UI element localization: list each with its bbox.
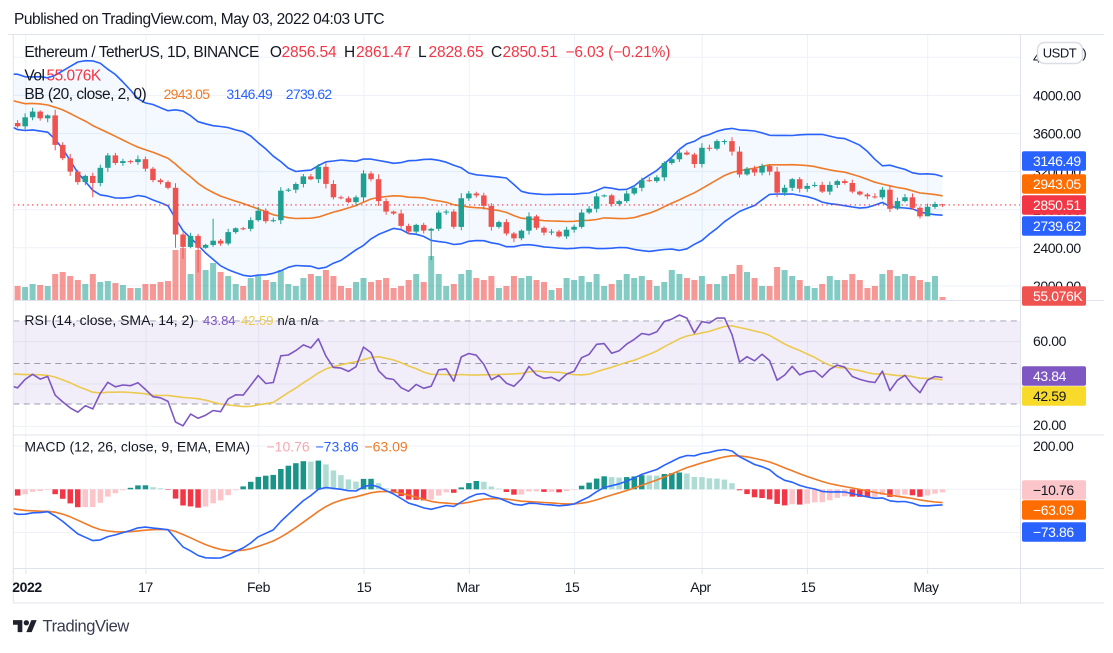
svg-text:2850.51: 2850.51 — [1033, 197, 1081, 213]
svg-text:55.076K: 55.076K — [1033, 288, 1083, 304]
svg-text:−73.86: −73.86 — [1033, 524, 1074, 540]
svg-text:42.59: 42.59 — [1033, 388, 1067, 404]
svg-text:MACD (12, 26, close, 9, EMA, E: MACD (12, 26, close, 9, EMA, EMA) −10.76−… — [24, 439, 408, 455]
svg-text:TradingView: TradingView — [43, 618, 130, 636]
svg-text:15: 15 — [801, 579, 816, 595]
svg-text:May: May — [913, 579, 939, 595]
svg-text:15: 15 — [565, 579, 580, 595]
svg-text:43.84: 43.84 — [1033, 368, 1067, 384]
svg-text:Ethereum / TetherUS, 1D, BINAN: Ethereum / TetherUS, 1D, BINANCE O2856.54… — [24, 44, 670, 61]
svg-text:USDT: USDT — [1043, 46, 1077, 61]
svg-text:RSI (14, close, SMA, 14, 2)43.: RSI (14, close, SMA, 14, 2) 43.84 42.59 n/a… — [24, 312, 319, 328]
svg-text:2739.62: 2739.62 — [1033, 218, 1081, 234]
svg-text:2943.05: 2943.05 — [1033, 176, 1081, 192]
svg-text:3600.00: 3600.00 — [1033, 126, 1081, 142]
svg-text:3146.49: 3146.49 — [1033, 153, 1081, 169]
svg-text:2022: 2022 — [12, 579, 42, 595]
svg-text:Mar: Mar — [457, 579, 481, 595]
svg-text:20.00: 20.00 — [1033, 417, 1067, 433]
svg-text:4000.00: 4000.00 — [1033, 88, 1081, 104]
svg-text:Published on TradingView.com,: Published on TradingView.com, May 03, 20… — [14, 11, 384, 28]
svg-text:Apr: Apr — [690, 579, 711, 595]
svg-text:15: 15 — [357, 579, 372, 595]
svg-text:2400.00: 2400.00 — [1033, 240, 1081, 256]
svg-text:60.00: 60.00 — [1033, 333, 1067, 349]
svg-text:): ) — [1082, 46, 1086, 61]
svg-text:−63.09: −63.09 — [1033, 502, 1074, 518]
svg-text:17: 17 — [138, 579, 153, 595]
svg-text:Feb: Feb — [247, 579, 271, 595]
svg-text:200.00: 200.00 — [1033, 438, 1074, 454]
svg-text:−10.76: −10.76 — [1033, 482, 1074, 498]
